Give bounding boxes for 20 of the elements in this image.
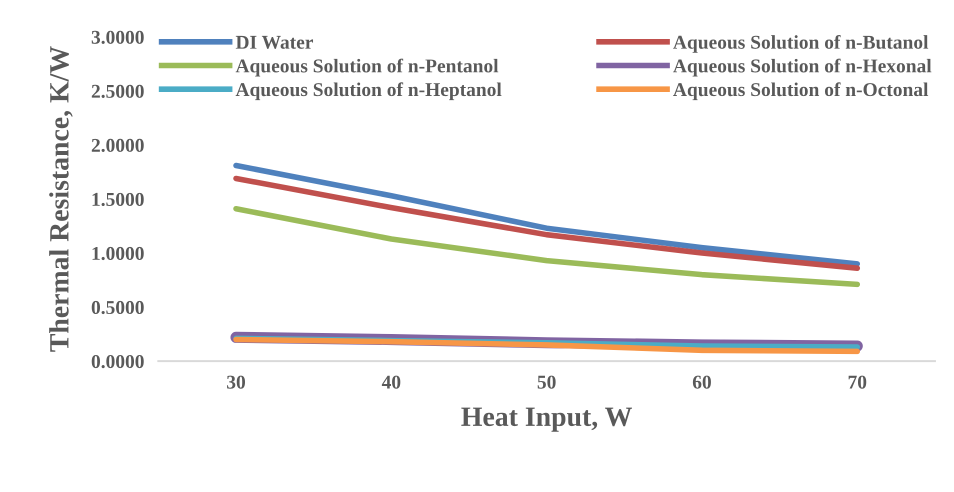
y-tick-label: 2.0000 [92, 138, 144, 152]
legend-label: DI Water [236, 36, 314, 49]
y-tick-label: 0.0000 [92, 354, 144, 368]
legend-label: Aqueous Solution of n-Octonal [673, 82, 928, 100]
x-tick-label: 70 [848, 376, 866, 389]
y-tick-label: 2.5000 [92, 84, 144, 98]
x-tick-label: 40 [382, 376, 400, 389]
y-tick-label: 3.0000 [92, 30, 144, 44]
legend-label: Aqueous Solution of n-Heptanol [236, 82, 502, 100]
legend-label: Aqueous Solution of n-Hexonal [673, 58, 932, 76]
x-tick-label: 60 [692, 376, 711, 389]
y-axis-title: Thermal Resistance, K/W [49, 46, 73, 352]
x-tick-label: 50 [538, 376, 556, 389]
y-tick-label: 1.5000 [92, 192, 144, 206]
x-axis-title: Heat Input, W [461, 408, 632, 432]
legend-label: Aqueous Solution of n-Pentanol [236, 58, 498, 76]
y-tick-label: 0.5000 [92, 300, 144, 314]
x-tick-label: 30 [227, 376, 245, 389]
legend-label: Aqueous Solution of n-Butanol [673, 34, 928, 53]
y-tick-label: 1.0000 [92, 246, 144, 260]
